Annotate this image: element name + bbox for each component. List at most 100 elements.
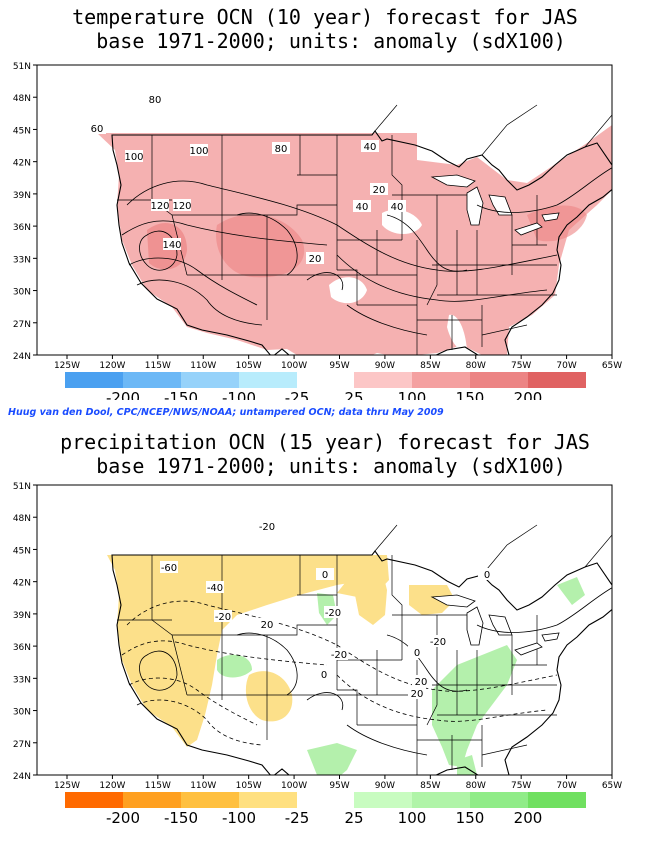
state-boundary [222,204,337,216]
lat-label: 33N [13,675,31,685]
great-lake [541,632,560,642]
legend-swatch-negative [181,372,239,388]
contour-label: -60 [161,563,177,574]
legend-label: 25 [344,389,363,400]
wet-anomaly-new-england [557,577,585,605]
legend-swatch-positive [412,792,470,808]
lon-label: 70W [556,781,576,791]
lat-label: 30N [13,708,31,718]
contour-line [476,587,612,633]
contour-line [136,279,263,326]
contour-line [139,230,178,271]
lat-label: 45N [13,546,31,556]
contour-line [121,220,328,246]
contour-label-bg [408,646,426,658]
contour-label-bg [316,568,334,580]
warm-core-northeast [527,205,587,242]
lon-label: 95W [329,781,349,791]
lat-label: 36N [13,223,31,233]
neighbor-borders [374,524,612,576]
great-lake [430,594,476,608]
contour-label: 80 [275,144,288,155]
legend-swatch-positive [354,792,412,808]
contour-label: 80 [149,95,162,106]
great-lake [541,212,560,222]
great-lake [466,186,484,226]
contour-label: 40 [356,202,369,213]
contour-line [128,677,258,726]
contour-line [336,674,548,722]
lat-label: 39N [13,611,31,621]
legend-swatch-positive [470,372,528,388]
lon-label: 65W [602,781,622,791]
wet-anomaly-colorado [217,654,252,678]
legend-label: -100 [222,809,256,827]
contour-line [121,640,328,666]
contour-label: 40 [391,202,404,213]
precipitation-title-line2: base 1971-2000; units: anomaly (sdX100) [84,454,566,478]
legend-swatch-positive [528,372,586,388]
legend-swatch-positive [528,792,586,808]
contour-label-bg [306,252,324,264]
contour-label-bg [173,199,191,211]
contour-label: -20 [331,650,347,661]
lat-label: 39N [13,191,31,201]
lon-label: 110W [190,361,216,371]
great-lake [514,222,543,236]
legend-swatch-negative [239,792,297,808]
legend-label: -200 [106,389,140,400]
contour-label: -20 [325,608,341,619]
contour-line [128,257,258,306]
contour-line [476,167,612,213]
dry-anomaly-new-mexico [245,671,293,722]
contour-line [236,212,298,276]
unshaded-area-south [329,277,367,304]
contour-label: 0 [321,670,327,681]
legend-label: -100 [222,389,256,400]
contour-label-bg [214,610,232,622]
contour-label-bg [353,200,371,212]
lat-label: 42N [13,579,31,589]
contour-label: 0 [484,570,490,581]
lat-label: 45N [13,126,31,136]
contour-line [386,214,468,272]
state-boundary [337,689,358,725]
precipitation-title-line1: precipitation OCN (15 year) forecast for… [60,430,590,454]
lon-label: 90W [375,361,395,371]
legend-label: 150 [456,809,485,827]
legend-label: 25 [344,809,363,827]
us-coastline [111,130,612,355]
map-border [36,64,613,356]
contour-line [346,724,428,756]
state-boundary [171,634,188,696]
legend-label: -200 [106,809,140,827]
legend-label: -150 [164,809,198,827]
lon-label: 80W [466,781,486,791]
lat-label: 27N [13,740,31,750]
contour-label-bg [330,648,348,660]
contour-label-bg [146,93,164,105]
contour-label: 140 [162,240,181,251]
contour-label: 20 [411,689,424,700]
warm-core-rockies [216,214,305,278]
contour-label: 20 [309,254,322,265]
dry-anomaly-west [107,555,367,747]
legend-label: -25 [285,389,310,400]
contour-label-bg [370,183,388,195]
lon-label: 105W [236,361,262,371]
lat-label: 51N [13,482,31,492]
contour-label-bg [163,238,181,250]
great-lake [488,614,513,636]
contour-label: 100 [189,146,208,157]
great-lake [466,606,484,646]
lon-label: 120W [99,361,125,371]
legend-swatch-positive [470,792,528,808]
lon-label: 75W [511,361,531,371]
credit-line: Huug van den Dool, CPC/NCEP/NWS/NOAA; un… [8,407,444,418]
contour-label: -20 [259,522,275,533]
lon-label: 90W [375,781,395,791]
contour-label-bg [388,200,406,212]
contour-label-bg [125,150,143,162]
state-boundary [337,269,358,305]
lat-label: 24N [13,772,31,782]
